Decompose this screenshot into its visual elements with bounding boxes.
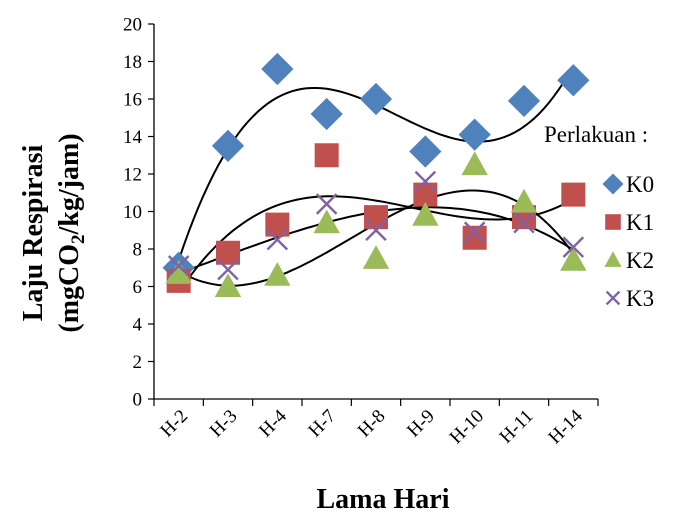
y-tick-label: 12 [123,165,142,186]
legend-marker-k2 [604,251,622,267]
y-tick-label: 4 [133,315,143,336]
x-tick-label: H-2 [156,406,192,442]
legend-label-k2: K2 [626,248,654,273]
y-tick-label: 16 [123,90,142,111]
point-k2 [362,245,390,269]
legend-marker-k1 [605,214,621,230]
point-k2 [560,247,587,271]
point-k2 [165,260,192,284]
y-tick-label: 20 [123,15,142,36]
y-tick-label: 0 [133,390,143,411]
legend-marker-k3 [605,290,621,306]
y-axis-title-prefix: (mgCO [54,244,85,333]
legend-marker-k0 [602,173,624,195]
data-markers [162,52,590,298]
y-axis-title-line2: (mgCO2/kg/jam) [54,133,89,332]
point-k2 [412,202,439,226]
legend: K0 K1 K2 K3 [602,172,654,311]
point-k3 [167,255,190,277]
y-axis-title: Laju Respirasi (mgCO2/kg/jam) [18,133,89,332]
point-k2 [313,209,340,234]
x-tick-label: H-9 [403,406,439,442]
point-k0 [409,135,442,168]
x-tick-label: H-10 [446,406,488,448]
trendline-k2 [178,189,575,287]
point-k0 [310,97,343,131]
point-k1 [265,212,290,237]
y-tick-label: 6 [133,277,143,298]
y-tick-label: 8 [133,240,143,261]
point-k2 [264,262,291,286]
point-k3 [315,193,338,215]
legend-label-k0: K0 [626,172,654,197]
y-tick-label: 14 [123,127,143,148]
x-tick-label: H-8 [354,406,390,442]
point-k0 [507,84,541,117]
y-axis-title-subscript: 2 [68,234,89,244]
point-k2 [461,151,488,176]
point-k0 [211,129,245,162]
point-k2 [214,273,242,298]
point-k3 [414,170,437,193]
point-k1 [364,205,388,230]
y-tick-label: 18 [123,52,142,73]
y-tick-label: 2 [133,352,143,373]
point-k0 [458,118,491,151]
point-k3 [513,212,535,234]
point-k0 [557,64,590,97]
point-k2 [510,188,538,213]
point-k3 [463,221,486,243]
point-k1 [561,182,586,207]
y-axis-title-line1: Laju Respirasi [18,144,49,321]
point-k0 [359,82,393,116]
x-axis-title: Lama Hari [317,484,450,515]
legend-title: Perlakuan : [544,122,648,147]
y-axis-title-suffix: /kg/jam) [54,133,85,235]
point-k3 [365,219,387,241]
point-k3 [217,258,239,281]
point-k0 [261,52,294,86]
x-tick-label: H-7 [304,406,340,442]
point-k3 [266,228,289,251]
legend-label-k3: K3 [626,286,654,311]
point-k1 [314,143,339,168]
legend-label-k1: K1 [626,210,654,235]
y-tick-label: 10 [123,202,142,223]
x-axis-ticks: H-2 H-3 H-4 H-7 H-8 H-9 H-10 H-11 H-14 [153,399,599,448]
x-tick-label: H-3 [206,406,242,442]
x-tick-label: H-11 [496,406,538,448]
x-tick-label: H-14 [544,405,587,448]
point-k3 [562,236,585,258]
point-k1 [462,225,487,250]
y-axis-ticks: 0 2 4 6 8 10 12 14 16 18 20 [123,15,154,411]
x-tick-label: H-4 [255,405,291,441]
